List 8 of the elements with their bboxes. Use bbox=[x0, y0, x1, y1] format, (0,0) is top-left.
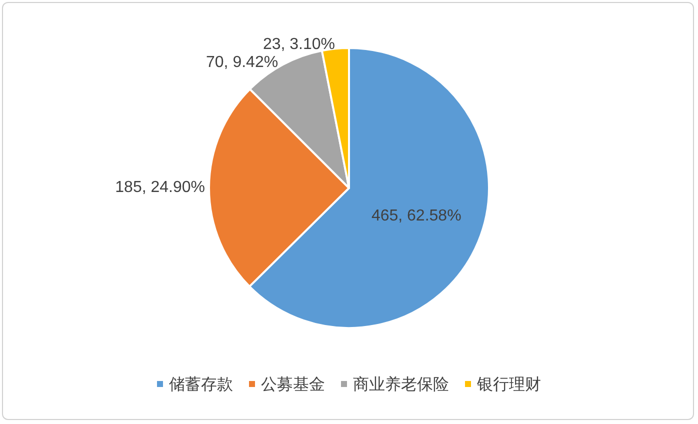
legend-label: 储蓄存款 bbox=[169, 374, 233, 394]
data-label: 70, 9.42% bbox=[206, 54, 278, 72]
data-label: 465, 62.58% bbox=[371, 208, 462, 225]
legend-label: 公募基金 bbox=[261, 374, 325, 394]
data-label: 23, 3.10% bbox=[262, 36, 336, 54]
legend-label: 商业养老保险 bbox=[353, 374, 449, 394]
legend-label: 银行理财 bbox=[476, 374, 541, 394]
data-label: 185, 24.90% bbox=[115, 179, 205, 196]
